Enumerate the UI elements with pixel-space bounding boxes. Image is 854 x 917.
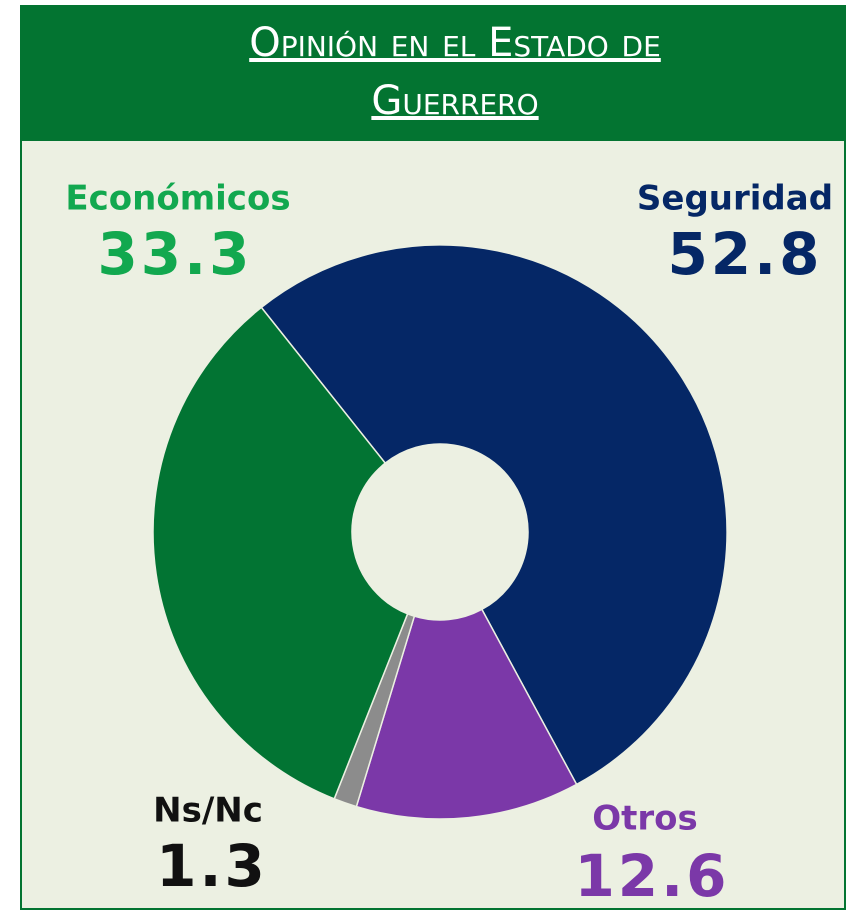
slice [355, 608, 578, 820]
slice-name: Seguridad [637, 179, 833, 219]
slice-value: 52.8 [667, 220, 822, 288]
slice-name: Económicos [65, 179, 290, 219]
slice-value: 1.3 [156, 832, 268, 900]
slice-value: 12.6 [574, 842, 729, 910]
slice-name: Otros [592, 799, 698, 839]
chart-title: Opinión en el Estado de Guerrero [249, 20, 661, 124]
slice-value: 33.3 [97, 220, 252, 288]
header [20, 5, 846, 141]
slice [260, 244, 728, 786]
slice [152, 306, 409, 800]
slice-name: Ns/Nc [153, 791, 263, 831]
